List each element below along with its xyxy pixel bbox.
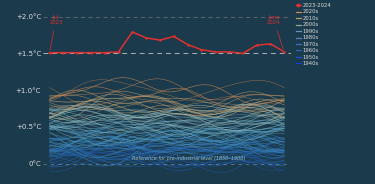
Legend: 2023-2024, 2020s, 2010s, 2000s, 1990s, 1980s, 1970s, 1960s, 1950s, 1940s: 2023-2024, 2020s, 2010s, 2000s, 1990s, 1… [296,3,332,66]
Text: Jul
2023: Jul 2023 [49,15,63,50]
Text: Reference for pre-industrial level (1850–1900): Reference for pre-industrial level (1850… [132,156,245,161]
Text: June
2024: June 2024 [267,15,284,49]
